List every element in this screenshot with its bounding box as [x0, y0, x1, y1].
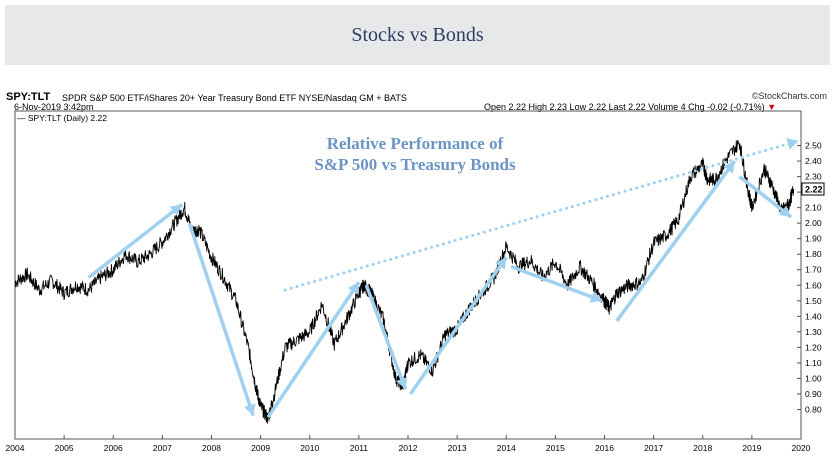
y-tick-label: 2.50 — [805, 141, 822, 151]
y-tick-label: 2.30 — [805, 172, 822, 182]
arrowhead-icon — [347, 282, 359, 295]
quote-bar: Open 2.22 High 2.23 Low 2.22 Last 2.22 V… — [484, 102, 776, 112]
y-tick-label: 1.80 — [805, 249, 822, 259]
chg-down-icon: ▼ — [767, 102, 777, 112]
arrowhead-icon — [589, 291, 603, 303]
annotation-line: S&P 500 vs Treasury Bonds — [314, 155, 516, 174]
y-tick-label: 1.60 — [805, 280, 822, 290]
y-tick-label: 0.80 — [805, 404, 822, 414]
x-tick-label: 2017 — [644, 443, 663, 453]
trend-arrow — [364, 284, 408, 390]
series-legend-label: SPY:TLT (Daily) 2.22 — [27, 113, 107, 123]
trend-arrow-dotted — [283, 139, 801, 292]
trend-arrow — [87, 203, 184, 279]
x-tick-label: 2013 — [448, 443, 467, 453]
x-tick-label: 2010 — [300, 443, 319, 453]
trend-arrows — [87, 138, 801, 419]
x-tick-label: 2015 — [546, 443, 565, 453]
y-tick-label: 1.90 — [805, 234, 822, 244]
x-tick-label: 2007 — [153, 443, 172, 453]
x-tick-label: 2006 — [104, 443, 123, 453]
last-value-tag: 2.22 — [801, 182, 825, 196]
y-tick-label: 0.90 — [805, 389, 822, 399]
title-banner: Stocks vs Bonds — [5, 5, 830, 65]
x-tick-label: 2018 — [693, 443, 712, 453]
quote-text: Open 2.22 High 2.23 Low 2.22 Last 2.22 V… — [484, 102, 765, 112]
y-tick-label: 1.20 — [805, 342, 822, 352]
banner-title: Stocks vs Bonds — [351, 24, 484, 46]
last-value-box — [801, 182, 825, 196]
x-tick-label: 2011 — [350, 443, 369, 453]
symbol-text: SPY:TLT — [6, 91, 51, 103]
x-tick-label: 2005 — [55, 443, 74, 453]
trend-arrow — [266, 281, 361, 419]
y-tick-label: 1.50 — [805, 296, 822, 306]
y-tick-label: 1.00 — [805, 373, 822, 383]
arrowhead-icon — [723, 161, 735, 174]
x-tick-label: 2012 — [399, 443, 418, 453]
x-tick-label: 2008 — [202, 443, 221, 453]
arrowhead-icon — [244, 403, 256, 416]
arrowhead-icon — [778, 205, 792, 217]
x-tick-label: 2009 — [251, 443, 270, 453]
x-axis: 2004 2005 2006 2007 2008 2009 2010 2011 2012 2013… — [6, 435, 811, 453]
x-tick-label: 2004 — [6, 443, 25, 453]
x-tick-label: 2014 — [497, 443, 516, 453]
chart-description: SPDR S&P 500 ETF/iShares 20+ Year Treasu… — [62, 93, 407, 103]
last-value-label: 2.22 — [805, 185, 823, 195]
arrowhead-icon — [169, 204, 183, 217]
trend-arrow — [409, 256, 508, 395]
x-tick-label: 2016 — [595, 443, 614, 453]
y-tick-label: 1.70 — [805, 265, 822, 275]
chart-date: 6-Nov-2019 3:42pm — [14, 102, 94, 112]
trend-arrow — [187, 222, 255, 417]
chart-symbol: SPY:TLT — [6, 91, 50, 103]
trend-arrow — [615, 160, 737, 323]
arrowhead-icon — [495, 257, 507, 270]
arrowhead-icon — [396, 376, 408, 390]
y-tick-label: 1.30 — [805, 327, 822, 337]
series-legend: — SPY:TLT (Daily) 2.22 — [17, 113, 107, 123]
x-tick-label: 2019 — [742, 443, 761, 453]
y-tick-label: 2.00 — [805, 218, 822, 228]
y-tick-label: 1.10 — [805, 358, 822, 368]
y-tick-label: 1.40 — [805, 311, 822, 321]
annotation-line: Relative Performance of — [327, 134, 504, 153]
stockcharts-watermark: ©StockCharts.com — [751, 91, 827, 101]
y-tick-label: 2.40 — [805, 156, 822, 166]
y-tick-label: 2.10 — [805, 203, 822, 213]
y-axis: 0.80 0.90 1.00 1.10 1.20 1.30 1.40 1.50 1.60 1.70… — [797, 141, 822, 414]
trend-arrow — [510, 264, 603, 303]
chart-annotation: Relative Performance of S&P 500 vs Treasu… — [314, 134, 516, 174]
x-tick-label: 2020 — [792, 443, 811, 453]
arrowhead-icon — [786, 138, 799, 150]
